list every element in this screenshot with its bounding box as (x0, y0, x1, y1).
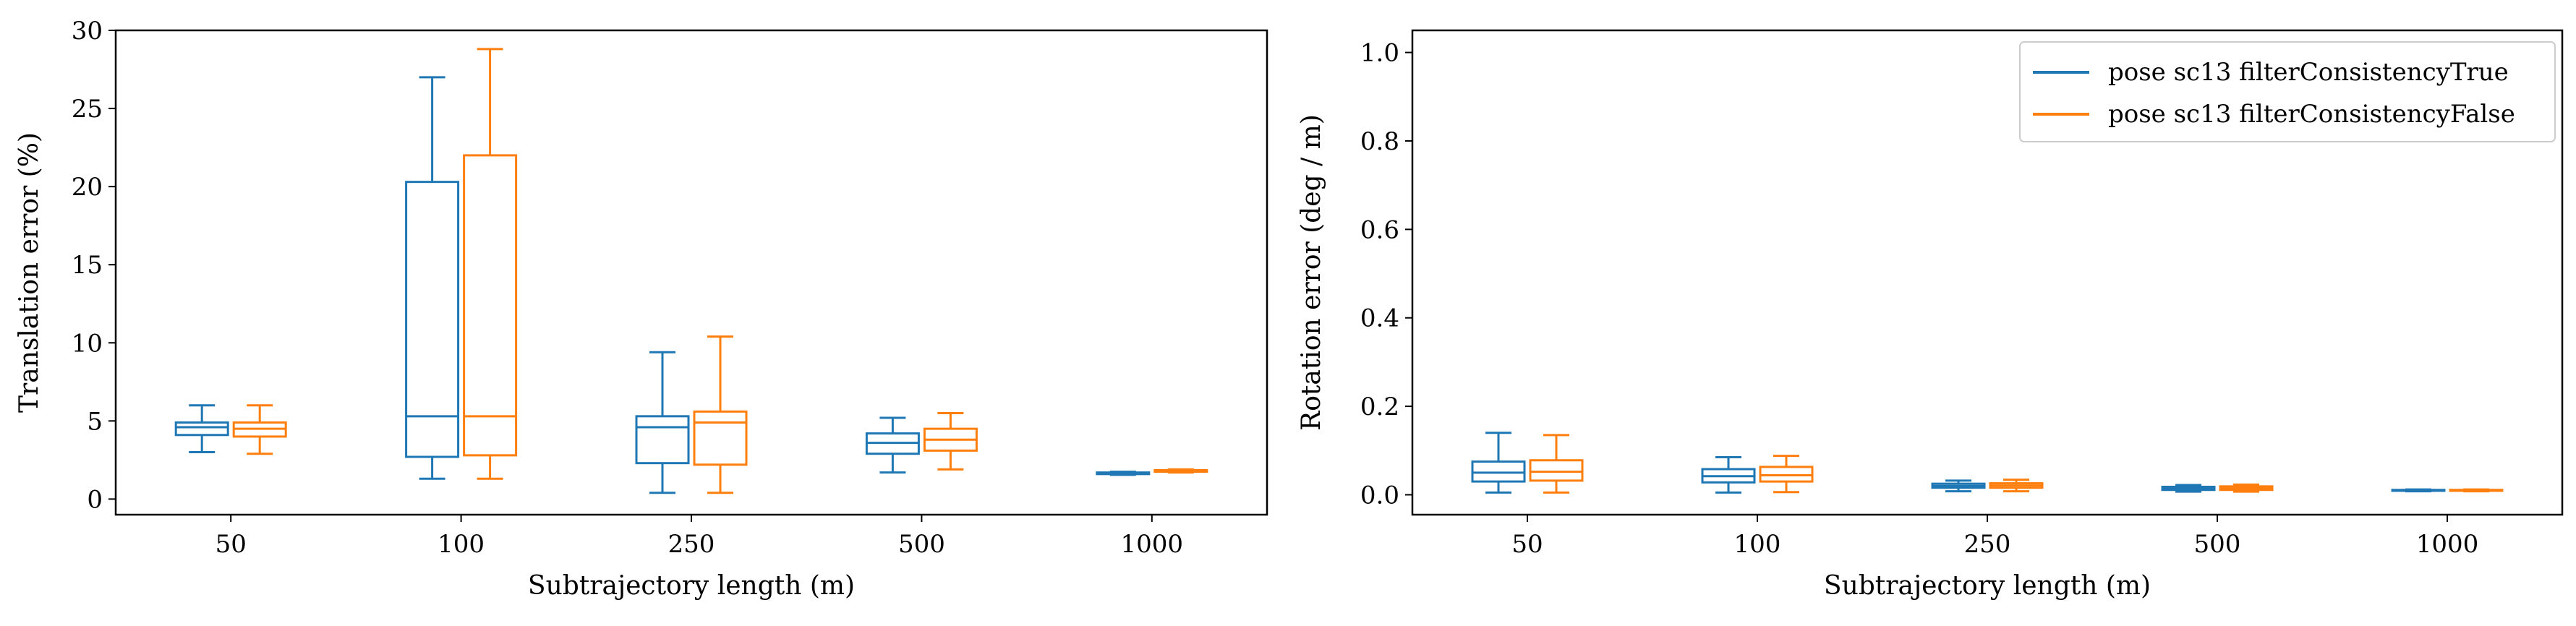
y-axis-label: Rotation error (deg / m) (1297, 114, 1326, 431)
box (635, 415, 690, 465)
x-axis-label: Subtrajectory length (m) (1824, 571, 2151, 601)
y-tick-label: 15 (72, 251, 103, 280)
box (1759, 466, 1814, 483)
x-tick-label: 500 (2194, 530, 2241, 559)
y-tick-label: 5 (87, 407, 103, 436)
box (174, 421, 229, 437)
y-tick-label: 0.4 (1360, 304, 1399, 333)
x-tick-label: 50 (216, 530, 247, 559)
y-tick-label: 10 (72, 329, 103, 358)
translation-error-panel: 0 5 10 15 20 25 30 50 100 250 500 1000 Subtrajectory… (14, 17, 1268, 601)
x-tick-label: 1000 (1121, 530, 1184, 559)
rotation-error-panel: 0.0 0.2 0.4 0.6 0.8 1.0 50 100 250 500 1000 Subtraj… (1297, 29, 2564, 601)
legend-frame (2019, 41, 2556, 142)
box (693, 410, 748, 466)
y-tick-label: 0.0 (1360, 481, 1399, 510)
x-tick-label: 100 (438, 530, 485, 559)
legend-label: pose sc13 filterConsistencyFalse (2108, 100, 2515, 129)
x-tick-label: 500 (898, 530, 945, 559)
y-tick-label: 1.0 (1360, 39, 1399, 68)
axes-frame (114, 29, 1268, 516)
axes-frame (1411, 29, 2564, 516)
x-tick-label: 50 (1511, 530, 1543, 559)
y-tick-label: 20 (72, 173, 103, 202)
y-tick-label: 30 (72, 17, 103, 46)
box (405, 181, 460, 458)
y-tick-label: 25 (72, 95, 103, 124)
y-tick-label: 0.2 (1360, 393, 1399, 421)
x-tick-label: 100 (1734, 530, 1781, 559)
legend: pose sc13 filterConsistencyTrue pose sc13… (2019, 41, 2556, 142)
y-tick-label: 0.6 (1360, 215, 1399, 244)
legend-label: pose sc13 filterConsistencyTrue (2108, 58, 2509, 87)
box (1529, 459, 1584, 482)
x-tick-label: 1000 (2416, 530, 2479, 559)
x-tick-label: 250 (668, 530, 715, 559)
y-tick-label: 0.8 (1360, 127, 1399, 156)
box (463, 154, 518, 457)
y-tick-label: 0 (87, 485, 103, 514)
x-tick-label: 250 (1964, 530, 2011, 559)
y-axis-label: Translation error (%) (14, 132, 44, 413)
x-axis-label: Subtrajectory length (m) (528, 571, 855, 601)
box (1471, 460, 1526, 483)
